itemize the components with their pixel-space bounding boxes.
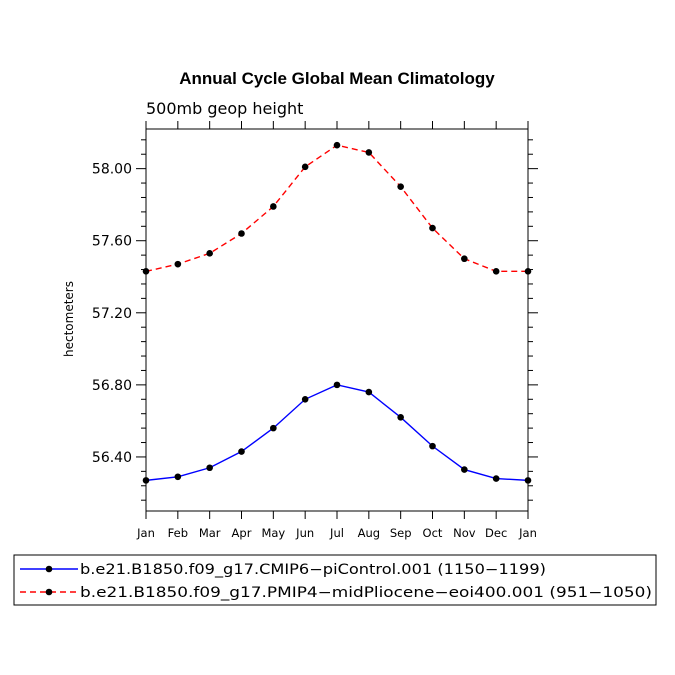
series-0-point: [397, 414, 404, 421]
series-0-point: [301, 395, 309, 403]
series-1-point: [333, 141, 341, 149]
x-tick-label: Sep: [390, 526, 412, 540]
x-tick-label: Dec: [485, 526, 507, 540]
x-tick-label: Mar: [199, 526, 221, 540]
series-0-point: [461, 466, 468, 473]
x-tick-label: Oct: [423, 526, 443, 540]
y-tick-label: 56.80: [92, 378, 132, 394]
y-tick-label: 56.40: [92, 450, 132, 466]
x-tick-label: Apr: [232, 526, 252, 540]
legend-marker-1: [45, 588, 53, 596]
series-1-point: [206, 250, 213, 257]
series-0-point: [429, 442, 436, 450]
series-layer: [142, 141, 532, 484]
legend-label-0: b.e21.B1850.f09_g17.CMIP6−piControl.001 …: [80, 562, 546, 578]
series-0-point: [206, 464, 213, 472]
legend: b.e21.B1850.f09_g17.CMIP6−piControl.001 …: [20, 562, 652, 601]
x-tick-label: Jan: [518, 526, 537, 540]
legend-label-1: b.e21.B1850.f09_g17.PMIP4−midPliocene−eo…: [80, 585, 652, 601]
series-1-point: [524, 268, 532, 275]
series-0-point: [174, 473, 182, 481]
series-line-1: [145, 144, 528, 273]
x-axis-ticks: Jan Feb Mar Apr May Jun Jul Aug Sep Oct Nov Dec Jan: [136, 121, 537, 540]
series-1-point: [461, 255, 468, 263]
x-tick-label: Jan: [136, 526, 155, 540]
plot-area-frame: [145, 128, 529, 512]
series-1-point: [174, 260, 182, 268]
x-tick-label: May: [261, 526, 285, 540]
series-1-point: [301, 163, 309, 171]
series-0-point: [142, 477, 150, 484]
series-0-point: [492, 475, 500, 482]
y-tick-label: 57.60: [92, 234, 132, 250]
chart-title: Annual Cycle Global Mean Climatology: [179, 69, 495, 88]
series-1-point: [142, 268, 150, 275]
series-0-point: [238, 448, 245, 455]
series-1-point: [397, 183, 404, 190]
x-tick-label: Nov: [453, 526, 476, 540]
chart-subtitle: 500mb geop height: [146, 99, 303, 118]
y-tick-label: 58.00: [92, 162, 132, 178]
series-0-point: [333, 381, 341, 389]
series-1-point: [429, 224, 436, 232]
series-1-point: [238, 230, 245, 237]
series-1-point: [492, 268, 500, 275]
legend-box: [13, 554, 657, 606]
series-1-point: [270, 203, 277, 210]
x-tick-label: Aug: [358, 526, 380, 540]
series-0-point: [524, 477, 532, 484]
y-axis-label: hectometers: [62, 281, 76, 357]
series-0-point: [365, 388, 373, 396]
x-tick-label: Jul: [329, 526, 344, 540]
series-0-point: [270, 424, 277, 432]
series-1-point: [365, 149, 373, 156]
series-line-0: [145, 384, 529, 482]
x-tick-label: Feb: [168, 526, 188, 540]
legend-marker-0: [45, 565, 53, 573]
y-tick-label: 57.20: [92, 306, 132, 322]
y-axis-ticks: 56.40 56.80 57.20 57.60 58.00: [92, 139, 538, 501]
x-tick-label: Jun: [295, 526, 314, 540]
